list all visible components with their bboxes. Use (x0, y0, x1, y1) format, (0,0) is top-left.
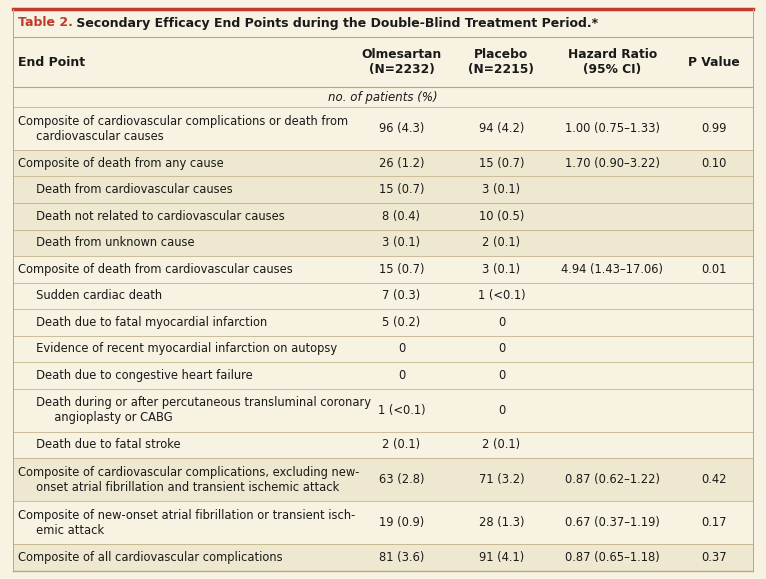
Text: no. of patients (%): no. of patients (%) (328, 90, 438, 104)
Text: 2 (0.1): 2 (0.1) (483, 438, 520, 451)
Bar (13, 150, 753, 177)
Text: 4.94 (1.43–17.06): 4.94 (1.43–17.06) (561, 263, 663, 276)
Text: 0.37: 0.37 (702, 551, 727, 564)
Text: 0.10: 0.10 (702, 157, 727, 170)
Bar (13, 431, 753, 458)
Bar (13, 203, 753, 229)
Text: Sudden cardiac death: Sudden cardiac death (18, 290, 162, 302)
Text: Composite of death from cardiovascular causes: Composite of death from cardiovascular c… (18, 263, 293, 276)
Text: 71 (3.2): 71 (3.2) (479, 473, 524, 486)
Bar (13, 87, 753, 107)
Text: 19 (0.9): 19 (0.9) (379, 516, 424, 529)
Text: Secondary Efficacy End Points during the Double-Blind Treatment Period.*: Secondary Efficacy End Points during the… (72, 16, 598, 30)
Text: 1 (<0.1): 1 (<0.1) (477, 290, 525, 302)
Text: Composite of death from any cause: Composite of death from any cause (18, 157, 224, 170)
Text: End Point: End Point (18, 56, 85, 68)
Text: 0.67 (0.37–1.19): 0.67 (0.37–1.19) (565, 516, 660, 529)
Text: 81 (3.6): 81 (3.6) (379, 551, 424, 564)
Text: 0.17: 0.17 (702, 516, 727, 529)
Text: Death during or after percutaneous transluminal coronary
          angioplasty o: Death during or after percutaneous trans… (18, 396, 371, 424)
Bar (13, 389, 753, 431)
Text: 0: 0 (498, 404, 505, 416)
Text: Placebo
(N=2215): Placebo (N=2215) (469, 48, 535, 76)
Bar (13, 37, 753, 87)
Text: 15 (0.7): 15 (0.7) (378, 263, 424, 276)
Bar (13, 107, 753, 150)
Text: 0.99: 0.99 (702, 122, 727, 135)
Text: Death from cardiovascular causes: Death from cardiovascular causes (18, 183, 233, 196)
Bar (13, 335, 753, 362)
Text: Olmesartan
(N=2232): Olmesartan (N=2232) (362, 48, 442, 76)
Text: 0: 0 (498, 316, 505, 329)
Text: Death not related to cardiovascular causes: Death not related to cardiovascular caus… (18, 210, 285, 223)
Text: 7 (0.3): 7 (0.3) (382, 290, 421, 302)
Text: 0.87 (0.62–1.22): 0.87 (0.62–1.22) (565, 473, 660, 486)
Text: 94 (4.2): 94 (4.2) (479, 122, 524, 135)
Text: 26 (1.2): 26 (1.2) (378, 157, 424, 170)
Text: Composite of all cardiovascular complications: Composite of all cardiovascular complica… (18, 551, 283, 564)
Text: 91 (4.1): 91 (4.1) (479, 551, 524, 564)
Text: Composite of new-onset atrial fibrillation or transient isch-
     emic attack: Composite of new-onset atrial fibrillati… (18, 508, 355, 537)
Bar (13, 177, 753, 203)
Text: Death due to fatal stroke: Death due to fatal stroke (18, 438, 181, 451)
Text: 0.87 (0.65–1.18): 0.87 (0.65–1.18) (565, 551, 660, 564)
Bar (13, 309, 753, 335)
Text: P Value: P Value (689, 56, 740, 68)
Bar (13, 362, 753, 389)
Text: 1.00 (0.75–1.33): 1.00 (0.75–1.33) (565, 122, 660, 135)
Text: 10 (0.5): 10 (0.5) (479, 210, 524, 223)
Text: 15 (0.7): 15 (0.7) (378, 183, 424, 196)
Bar (13, 501, 753, 544)
Text: Hazard Ratio
(95% CI): Hazard Ratio (95% CI) (568, 48, 657, 76)
Text: 1 (<0.1): 1 (<0.1) (378, 404, 425, 416)
Text: 28 (1.3): 28 (1.3) (479, 516, 524, 529)
Text: Death due to congestive heart failure: Death due to congestive heart failure (18, 369, 253, 382)
Text: 3 (0.1): 3 (0.1) (382, 236, 421, 249)
Text: 0.01: 0.01 (702, 263, 727, 276)
Text: Composite of cardiovascular complications or death from
     cardiovascular caus: Composite of cardiovascular complication… (18, 115, 348, 142)
Text: 0.42: 0.42 (702, 473, 727, 486)
Text: 2 (0.1): 2 (0.1) (382, 438, 421, 451)
Text: 0: 0 (498, 369, 505, 382)
Bar (13, 283, 753, 309)
Bar (13, 9, 753, 37)
Text: 0: 0 (498, 342, 505, 356)
Text: 3 (0.1): 3 (0.1) (483, 263, 520, 276)
Text: 5 (0.2): 5 (0.2) (382, 316, 421, 329)
Bar (13, 458, 753, 501)
Text: 8 (0.4): 8 (0.4) (382, 210, 421, 223)
Text: 0: 0 (398, 342, 405, 356)
Text: 3 (0.1): 3 (0.1) (483, 183, 520, 196)
Bar (13, 544, 753, 570)
Text: 96 (4.3): 96 (4.3) (379, 122, 424, 135)
Text: Death from unknown cause: Death from unknown cause (18, 236, 195, 249)
Text: 15 (0.7): 15 (0.7) (479, 157, 524, 170)
Bar (13, 256, 753, 283)
Text: 1.70 (0.90–3.22): 1.70 (0.90–3.22) (565, 157, 660, 170)
Text: 63 (2.8): 63 (2.8) (378, 473, 424, 486)
Text: 0: 0 (398, 369, 405, 382)
Text: Composite of cardiovascular complications, excluding new-
     onset atrial fibr: Composite of cardiovascular complication… (18, 466, 359, 493)
Text: Evidence of recent myocardial infarction on autopsy: Evidence of recent myocardial infarction… (18, 342, 337, 356)
Text: Table 2.: Table 2. (18, 16, 73, 30)
Text: Death due to fatal myocardial infarction: Death due to fatal myocardial infarction (18, 316, 267, 329)
Bar (13, 229, 753, 256)
Text: 2 (0.1): 2 (0.1) (483, 236, 520, 249)
